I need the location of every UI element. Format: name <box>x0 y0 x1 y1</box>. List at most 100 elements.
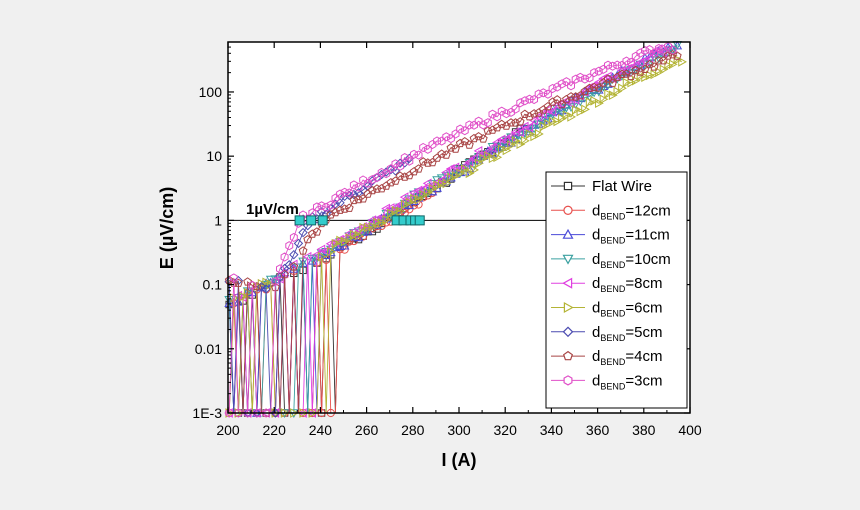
data-point <box>400 172 410 181</box>
data-point <box>525 94 534 104</box>
data-point <box>270 408 281 418</box>
data-point <box>525 129 535 140</box>
critical-current-marker <box>306 215 317 226</box>
data-point <box>349 195 359 205</box>
data-point <box>289 249 299 260</box>
data-point <box>339 240 350 250</box>
data-point <box>382 215 392 225</box>
data-point <box>571 92 581 101</box>
data-point <box>478 134 488 143</box>
data-point <box>632 75 641 86</box>
data-point <box>650 69 660 80</box>
data-point <box>368 222 378 232</box>
data-point <box>668 59 678 70</box>
series-line <box>228 45 673 414</box>
data-point <box>520 109 530 118</box>
data-point <box>447 172 456 183</box>
data-point <box>349 189 359 200</box>
data-point <box>566 103 576 113</box>
data-point <box>437 178 447 189</box>
data-point <box>617 69 627 78</box>
data-point <box>340 204 350 213</box>
data-point <box>599 78 608 87</box>
x-tick-label: 240 <box>309 422 333 438</box>
data-point <box>234 408 243 418</box>
data-point <box>465 120 474 130</box>
data-point <box>470 165 480 175</box>
x-tick-label: 220 <box>263 422 287 438</box>
data-point <box>465 168 475 179</box>
data-point <box>280 269 289 279</box>
x-tick-label: 280 <box>401 422 425 438</box>
data-point <box>636 71 646 82</box>
data-point <box>664 60 674 71</box>
data-point <box>562 77 571 87</box>
legend-label: dBEND=6cm <box>592 300 662 319</box>
legend-marker <box>562 228 574 239</box>
data-point <box>307 254 318 264</box>
data-point <box>336 189 344 199</box>
critical-current-markers <box>294 215 425 226</box>
data-point <box>580 86 590 96</box>
data-point <box>404 170 414 180</box>
data-point <box>511 118 520 127</box>
data-point <box>267 279 276 290</box>
data-point <box>570 94 580 105</box>
data-point <box>261 284 271 294</box>
data-point <box>672 51 682 60</box>
data-point <box>492 137 501 148</box>
data-point <box>312 227 322 236</box>
data-point <box>538 109 548 120</box>
data-point <box>362 221 372 232</box>
data-point <box>473 153 484 163</box>
data-point <box>317 251 327 262</box>
data-point <box>521 135 530 146</box>
data-point <box>441 167 450 178</box>
data-point <box>590 95 600 106</box>
data-point <box>377 183 386 193</box>
legend-label: dBEND=12cm <box>592 202 671 221</box>
data-point <box>511 136 521 146</box>
data-point <box>313 202 321 212</box>
data-point <box>404 194 414 204</box>
data-point <box>428 139 437 150</box>
data-point <box>482 147 492 157</box>
data-point <box>422 178 432 189</box>
data-point <box>644 53 654 63</box>
x-axis-title: I (A) <box>442 450 477 470</box>
data-point <box>265 275 276 285</box>
data-point <box>635 60 646 70</box>
data-point <box>645 45 654 55</box>
data-point <box>502 145 512 156</box>
data-point <box>455 138 465 148</box>
data-point <box>359 222 369 233</box>
data-point <box>401 199 410 210</box>
data-point <box>558 113 567 124</box>
data-point <box>604 89 614 99</box>
x-tick-label: 380 <box>632 422 656 438</box>
data-point <box>409 167 419 176</box>
data-point <box>474 131 483 141</box>
data-point <box>349 180 358 190</box>
data-point <box>641 46 649 56</box>
data-point <box>368 185 377 195</box>
data-point <box>659 45 668 55</box>
data-point <box>280 252 289 262</box>
data-point <box>396 206 406 217</box>
legend-label: Flat Wire <box>592 178 652 195</box>
data-point <box>580 74 589 84</box>
data-point <box>567 112 577 122</box>
data-point <box>474 116 483 126</box>
data-point <box>224 295 235 305</box>
data-point <box>608 90 618 101</box>
data-point <box>673 54 683 65</box>
x-tick-label: 340 <box>540 422 564 438</box>
data-point <box>427 180 437 191</box>
data-point <box>298 246 308 255</box>
data-point <box>626 71 636 81</box>
data-point <box>649 62 659 71</box>
data-point <box>529 124 539 134</box>
data-point <box>556 108 567 118</box>
data-point <box>252 408 261 418</box>
